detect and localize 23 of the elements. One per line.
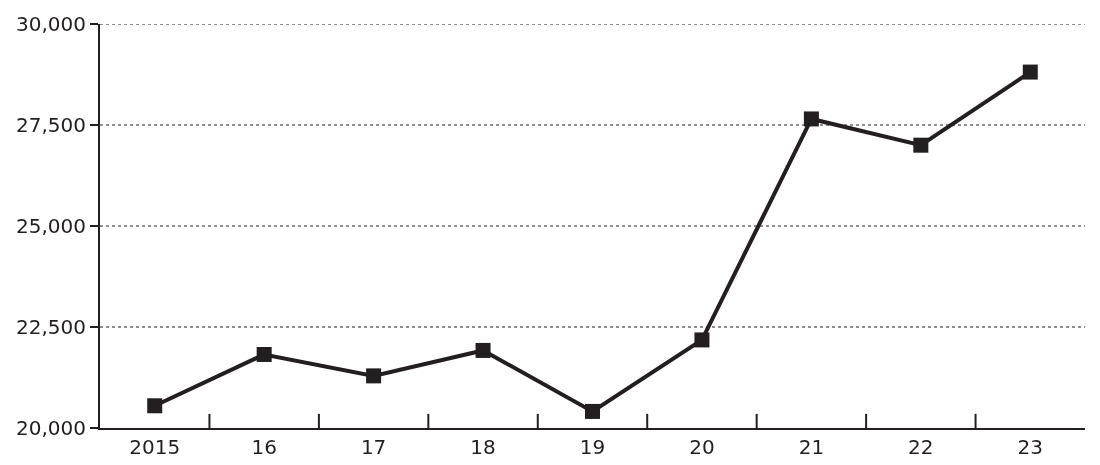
x-tick-label: 19 (579, 435, 606, 459)
y-tick-label: 25,000 (16, 214, 86, 238)
y-tick-label: 27,500 (16, 113, 86, 137)
x-tick-label: 21 (798, 435, 825, 459)
x-tick-label: 16 (251, 435, 277, 459)
y-tick-label: 20,000 (16, 416, 86, 440)
point (256, 346, 272, 362)
point (585, 403, 600, 419)
point (147, 398, 163, 414)
point (913, 137, 929, 153)
point (803, 111, 819, 127)
point (475, 342, 491, 358)
x-tick-label: 22 (908, 435, 934, 459)
y-tick-label: 22,500 (16, 315, 86, 339)
x-tick-label: 23 (1017, 435, 1044, 459)
point (1022, 64, 1038, 80)
x-tick-label: 20 (689, 435, 715, 459)
x-tick-label: 18 (470, 435, 496, 459)
y-tick-label: 30,000 (16, 12, 86, 36)
x-tick-label: 17 (360, 435, 387, 459)
point (694, 332, 710, 348)
x-tick-label: 2015 (129, 435, 181, 459)
point (366, 368, 382, 384)
